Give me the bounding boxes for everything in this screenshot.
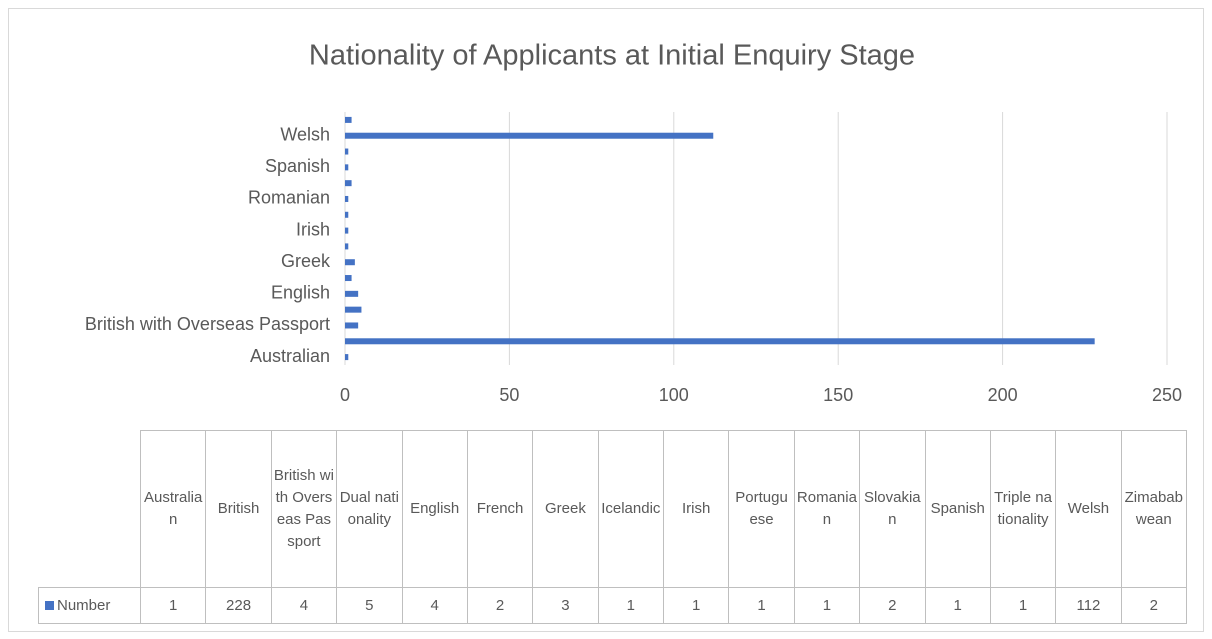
- y-tick-label: Australian: [250, 346, 330, 366]
- table-header-cell: Portuguese: [728, 430, 795, 588]
- bar: [345, 290, 359, 297]
- table-header-cell: Slovakian: [859, 430, 926, 588]
- table-header-cell: Australian: [139, 430, 207, 588]
- bar: [345, 164, 349, 171]
- y-tick-label: Romanian: [248, 188, 330, 208]
- table-header-cell: British with Overseas Passport: [270, 430, 338, 588]
- bar: [345, 259, 355, 266]
- table-value-cell: 2: [1120, 587, 1188, 624]
- bar: [345, 275, 352, 282]
- table-value-cell: 1: [728, 587, 795, 624]
- bar: [345, 195, 349, 202]
- chart-title: Nationality of Applicants at Initial Enq…: [309, 40, 915, 72]
- table-header-cell: English: [401, 430, 468, 588]
- x-tick-label: 200: [988, 385, 1018, 405]
- data-table: Australian British British with Overseas P…: [38, 430, 1188, 624]
- table-value-cell: 228: [205, 587, 272, 624]
- legend-key: [45, 600, 54, 610]
- bar: [345, 180, 352, 187]
- table-value-cell: 4: [270, 587, 338, 624]
- y-tick-label: British with Overseas Passport: [85, 314, 330, 334]
- legend-cell: Number: [38, 587, 141, 624]
- table-value-cell: 1: [139, 587, 207, 624]
- y-tick-label: Spanish: [265, 156, 330, 176]
- bar: [345, 354, 349, 361]
- table-header-cell: Dual nationality: [336, 430, 403, 588]
- table-value-cell: 5: [336, 587, 403, 624]
- table-value-cell: 4: [401, 587, 468, 624]
- table-header-cell: Zimababwean: [1120, 430, 1188, 588]
- table-header-cell: British: [205, 430, 272, 588]
- table-corner: [39, 431, 141, 588]
- table-header-cell: Triple nationality: [989, 430, 1057, 588]
- table-value-cell: 112: [1055, 587, 1122, 624]
- table-value-cell: 2: [859, 587, 926, 624]
- y-tick-label: English: [271, 283, 330, 303]
- bar: [345, 227, 349, 234]
- legend-label: Number: [57, 596, 111, 614]
- x-tick-label: 0: [340, 385, 350, 405]
- table-value-cell: 1: [989, 587, 1057, 624]
- table-value-cell: 1: [793, 587, 861, 624]
- table-value-cell: 2: [466, 587, 534, 624]
- x-tick-label: 150: [823, 385, 853, 405]
- table-header-cell: Icelandic: [597, 430, 665, 588]
- x-tick-label: 250: [1152, 385, 1182, 405]
- table-header-cell: Romanian: [793, 430, 861, 588]
- table-value-cell: 1: [924, 587, 991, 624]
- bar: [345, 148, 349, 155]
- y-tick-label: Greek: [281, 251, 331, 271]
- x-tick-label: 100: [659, 385, 689, 405]
- bar: [345, 211, 349, 218]
- bar: [345, 243, 349, 250]
- table-header-cell: Greek: [532, 430, 599, 588]
- x-tick-label: 50: [499, 385, 519, 405]
- bar: [345, 116, 352, 123]
- table-value-cell: 3: [532, 587, 599, 624]
- bar: [345, 132, 714, 139]
- table-header-cell: Irish: [662, 430, 730, 588]
- table-value-cell: 1: [662, 587, 730, 624]
- table-header-cell: French: [466, 430, 534, 588]
- bar: [345, 306, 362, 313]
- y-tick-label: Welsh: [280, 124, 330, 144]
- table-header-cell: Spanish: [924, 430, 991, 588]
- table-value-cell: 1: [597, 587, 665, 624]
- bar: [345, 322, 359, 329]
- bar: [345, 338, 1095, 345]
- y-tick-label: Irish: [296, 219, 330, 239]
- table-header-cell: Welsh: [1055, 430, 1122, 588]
